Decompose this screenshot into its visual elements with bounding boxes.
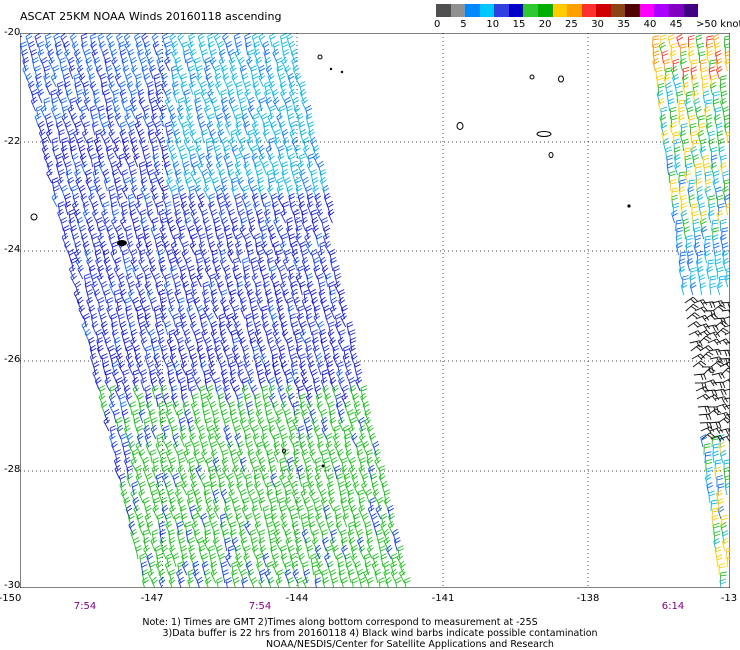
wind-map-plot — [20, 33, 730, 588]
scale-swatch — [552, 4, 568, 17]
wind-barb-map — [20, 33, 730, 588]
wind-barb-group — [98, 34, 730, 588]
lon-tick-label: -147 — [140, 593, 164, 604]
wind-barb-group — [655, 34, 730, 576]
lon-tick-label: -13 — [720, 593, 738, 604]
scale-label: >50 knots — [696, 19, 740, 30]
scale-swatch — [465, 4, 480, 17]
lon-tick-label: -144 — [285, 593, 309, 604]
island-outlines — [30, 54, 631, 468]
lat-tick-label: -28 — [4, 464, 21, 475]
scale-swatch — [523, 4, 538, 17]
wind-barb-group — [131, 400, 401, 588]
wind-barb-group — [164, 33, 730, 588]
lat-tick-label: -24 — [4, 244, 21, 255]
lat-tick-label: -22 — [4, 136, 21, 147]
wind-barb-group — [661, 33, 723, 80]
scale-swatch — [479, 4, 495, 17]
scale-label: 35 — [617, 19, 631, 30]
scale-label: 20 — [538, 19, 552, 30]
scale-label: 30 — [591, 19, 604, 30]
lon-tick-label: -150 — [0, 593, 22, 604]
scale-label: 15 — [512, 19, 526, 30]
lat-tick-label: -26 — [4, 354, 21, 365]
wind-barb-group — [20, 33, 171, 128]
scale-label: 25 — [565, 19, 578, 30]
scale-label: 0 — [434, 19, 441, 30]
scale-label: 40 — [643, 19, 657, 30]
wind-barb-group — [652, 34, 730, 72]
scale-swatch — [625, 4, 640, 17]
scale-swatch — [436, 4, 451, 17]
wind-barbs — [20, 33, 730, 588]
note-line-1: Note: 1) Times are GMT 2)Times along bot… — [142, 617, 538, 628]
scale-swatch — [508, 4, 524, 17]
pass-time-label: 7:54 — [73, 601, 97, 612]
scale-swatch — [581, 4, 597, 17]
scale-swatch — [654, 4, 669, 17]
wind-barb-group — [20, 33, 730, 520]
pass-time-label: 6:14 — [661, 601, 685, 612]
lat-lon-grid — [20, 33, 730, 588]
scale-swatch — [494, 4, 509, 17]
wind-barb-group — [38, 120, 362, 536]
scale-swatch — [669, 4, 684, 17]
note-line-3: NOAA/NESDIS/Center for Satellite Applica… — [266, 639, 554, 650]
wind-barb-group — [684, 296, 730, 442]
scale-label: 5 — [460, 19, 467, 30]
lon-tick-label: -141 — [431, 593, 455, 604]
lon-tick-label: -138 — [576, 593, 600, 604]
color-scale-bar — [436, 4, 699, 17]
wind-speed-color-scale: 0 5 10 15 20 25 30 35 40 45 >50 knots — [434, 4, 740, 34]
scale-label: 45 — [669, 19, 683, 30]
scale-swatch — [596, 4, 611, 17]
map-title: ASCAT 25KM NOAA Winds 20160118 ascending — [20, 10, 282, 23]
color-scale-labels: 0 5 10 15 20 25 30 35 40 45 >50 knots — [434, 19, 740, 33]
scale-swatch — [639, 4, 655, 17]
scale-swatch — [450, 4, 466, 17]
pass-time-label: 7:54 — [248, 601, 272, 612]
lat-tick-label: -20 — [4, 27, 21, 38]
scale-swatch — [567, 4, 582, 17]
wind-barb-group — [38, 120, 363, 488]
scale-swatch — [683, 4, 699, 17]
note-line-2: 3)Data buffer is 22 hrs from 20160118 4)… — [162, 628, 598, 639]
scale-swatch — [537, 4, 553, 17]
scale-swatch — [610, 4, 626, 17]
footnotes: Note: 1) Times are GMT 2)Times along bot… — [0, 617, 740, 650]
scale-label: 10 — [486, 19, 500, 30]
lat-tick-label: -30 — [4, 580, 21, 591]
